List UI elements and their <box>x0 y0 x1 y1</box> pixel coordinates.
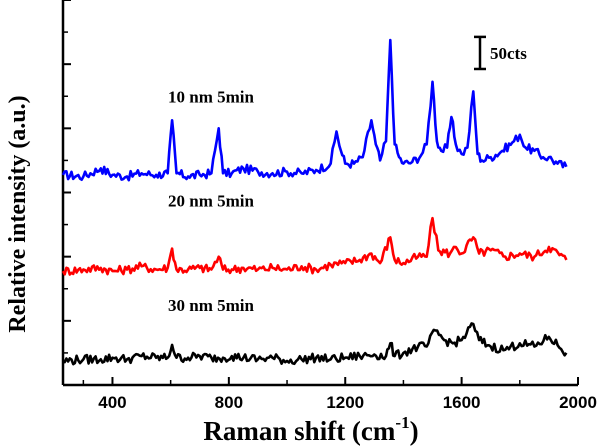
x-tick-label: 1200 <box>326 393 364 412</box>
series-labels: 10 nm 5min 20 nm 5min 30 nm 5min <box>168 87 255 315</box>
y-axis-title: Relative intensity (a.u.) <box>5 95 31 332</box>
x-tick-label: 400 <box>98 393 126 412</box>
series-layer <box>61 38 568 366</box>
x-axis-title-suffix: ) <box>410 416 419 446</box>
series-label: 30 nm 5min <box>168 296 255 315</box>
scale-bar: 50cts <box>474 35 527 71</box>
x-tick-label: 2000 <box>559 393 597 412</box>
x-axis-title-superscript: -1 <box>395 413 409 432</box>
series-line <box>61 216 568 276</box>
x-axis-title: Raman shift (cm-1) <box>203 413 418 446</box>
y-axis-ticks <box>63 0 71 386</box>
series-label: 20 nm 5min <box>168 192 255 211</box>
series-label: 10 nm 5min <box>168 87 255 106</box>
x-tick-label: 800 <box>215 393 243 412</box>
series-line <box>62 322 568 366</box>
scale-bar-label: 50cts <box>490 44 527 63</box>
x-axis-ticks: 400 800 1200 1600 2000 <box>82 377 597 412</box>
series-line <box>61 38 568 182</box>
x-axis-title-main: Raman shift (cm <box>203 416 395 446</box>
x-tick-label: 1600 <box>443 393 481 412</box>
